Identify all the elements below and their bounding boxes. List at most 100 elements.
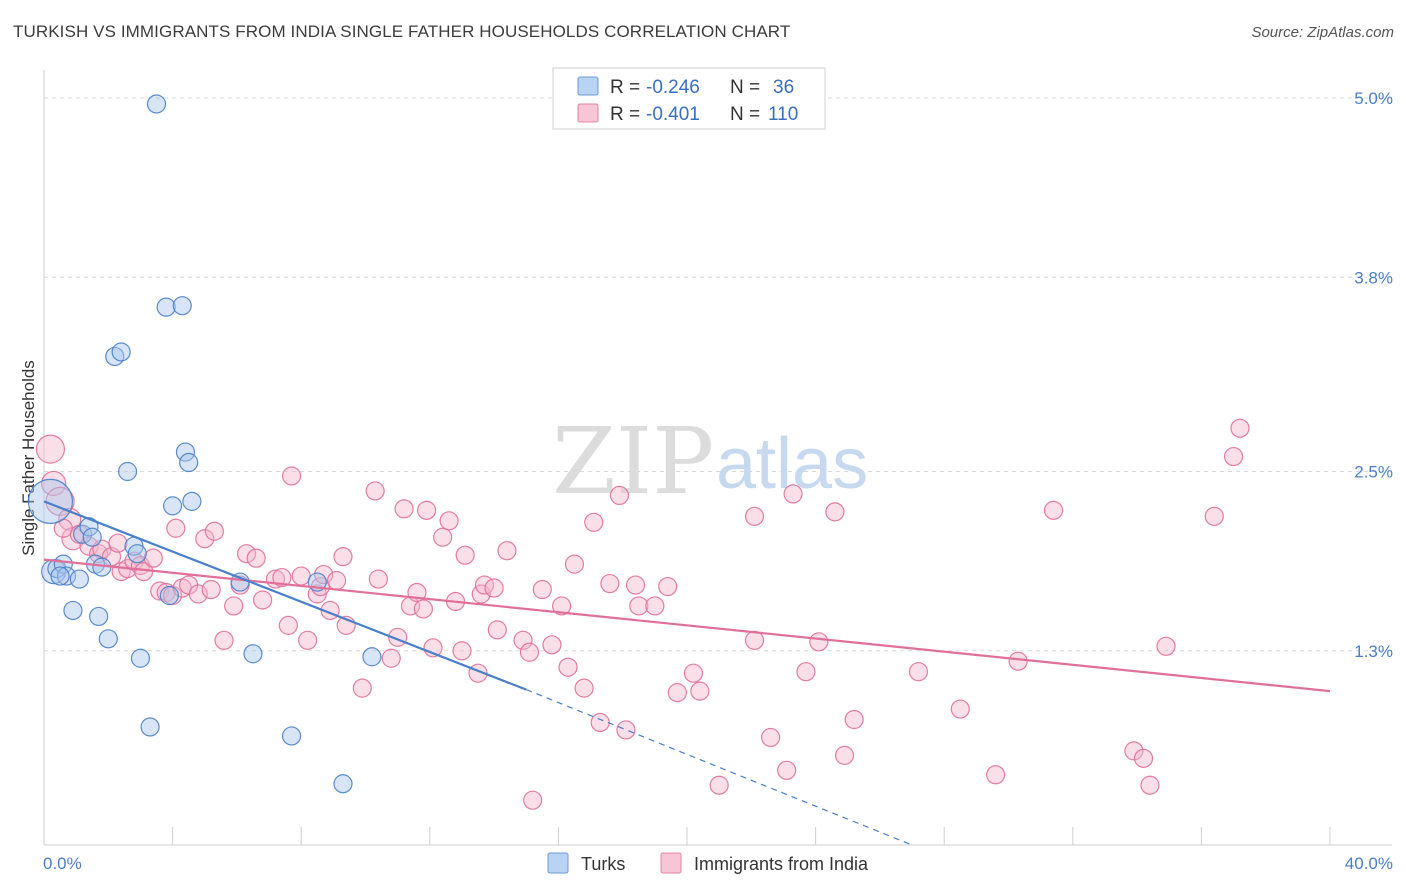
legend-n-value-turks: 36 bbox=[773, 77, 794, 98]
india-point-36 bbox=[281, 466, 302, 486]
india-point-75 bbox=[564, 554, 585, 574]
india-point-80 bbox=[609, 485, 630, 506]
india-point-30 bbox=[236, 544, 257, 564]
india-point-28 bbox=[224, 596, 244, 616]
y-axis-label: Single Father Households bbox=[19, 360, 38, 556]
legend-r-label-turks: R = bbox=[610, 77, 640, 98]
watermark-atlas: atlas bbox=[716, 424, 868, 504]
india-point-48 bbox=[368, 569, 388, 589]
series-legend: Turks Immigrants from India bbox=[547, 852, 869, 874]
watermark-zip: ZIP bbox=[552, 408, 714, 515]
legend-r-value-turks: -0.246 bbox=[646, 77, 700, 98]
turks-point-31 bbox=[281, 726, 302, 746]
india-point-24 bbox=[195, 529, 215, 549]
india-point-1 bbox=[41, 470, 67, 497]
india-point-110 bbox=[1230, 418, 1250, 438]
india-point-73 bbox=[552, 596, 572, 616]
india-point-20 bbox=[166, 518, 186, 538]
india-point-32 bbox=[253, 590, 273, 610]
india-point-10 bbox=[108, 533, 128, 553]
india-point-74 bbox=[558, 657, 578, 677]
india-point-103 bbox=[1043, 500, 1064, 520]
india-point-31 bbox=[246, 548, 266, 568]
grid-lines bbox=[44, 97, 1392, 652]
turks-point-21 bbox=[146, 94, 167, 114]
turks-point-24 bbox=[163, 496, 183, 516]
india-point-47 bbox=[365, 481, 385, 501]
india-point-108 bbox=[1204, 506, 1224, 526]
india-point-101 bbox=[986, 765, 1006, 785]
india-point-57 bbox=[433, 527, 453, 547]
turks-point-25 bbox=[172, 296, 192, 316]
india-point-58 bbox=[439, 511, 459, 531]
turks-point-26 bbox=[175, 442, 196, 462]
india-point-43 bbox=[326, 570, 347, 591]
turks-point-33 bbox=[333, 774, 353, 794]
turks-point-0 bbox=[27, 478, 74, 524]
india-point-109 bbox=[1223, 446, 1244, 467]
legend-swatch-india bbox=[577, 103, 599, 123]
india-point-17 bbox=[150, 581, 170, 601]
india-point-100 bbox=[950, 699, 970, 719]
india-point-98 bbox=[844, 709, 864, 730]
india-point-81 bbox=[616, 720, 636, 740]
india-point-78 bbox=[590, 712, 610, 733]
legend-n-value-india: 110 bbox=[768, 104, 798, 125]
turks-point-22 bbox=[156, 297, 176, 317]
india-point-83 bbox=[629, 596, 649, 616]
india-point-68 bbox=[513, 630, 533, 650]
y-tick-label-0: 1.3% bbox=[1354, 642, 1393, 661]
series-swatch-turks bbox=[547, 852, 569, 874]
india-trend-line bbox=[43, 558, 1331, 693]
turks-point-13 bbox=[98, 629, 118, 649]
india-point-79 bbox=[600, 573, 620, 594]
source-label: Source: ZipAtlas.com bbox=[1251, 24, 1394, 41]
trend-lines bbox=[43, 500, 1331, 846]
y-tick-label-3: 5.0% bbox=[1354, 89, 1393, 108]
india-point-60 bbox=[452, 641, 472, 661]
series-label-turks: Turks bbox=[581, 854, 625, 874]
india-point-27 bbox=[214, 630, 234, 650]
india-point-35 bbox=[278, 615, 298, 635]
india-point-82 bbox=[625, 575, 646, 595]
tick-labels: 1.3% 2.5% 3.8% 5.0% 0.0% 40.0% bbox=[43, 89, 1393, 873]
stats-legend: R = -0.246 N = 36 R = -0.401 N = 110 bbox=[552, 67, 826, 130]
india-point-26 bbox=[204, 521, 224, 541]
turks-point-9 bbox=[82, 527, 102, 547]
india-point-94 bbox=[796, 662, 816, 682]
india-point-95 bbox=[809, 632, 829, 652]
axes bbox=[43, 70, 1392, 846]
india-point-70 bbox=[523, 790, 543, 810]
series-swatch-india bbox=[660, 852, 682, 874]
india-point-66 bbox=[487, 620, 507, 640]
india-point-93 bbox=[777, 760, 797, 780]
series-label-india: Immigrants from India bbox=[694, 854, 869, 874]
india-point-38 bbox=[298, 630, 318, 650]
india-point-99 bbox=[908, 662, 929, 682]
india-point-96 bbox=[825, 502, 845, 522]
india-point-46 bbox=[352, 678, 372, 698]
y-tick-label-2: 3.8% bbox=[1354, 268, 1393, 287]
india-point-102 bbox=[1008, 651, 1028, 671]
india-point-92 bbox=[760, 727, 781, 748]
legend-n-label-turks: N = bbox=[730, 77, 760, 98]
india-point-86 bbox=[667, 683, 687, 703]
turks-point-5 bbox=[63, 600, 83, 621]
india-point-104 bbox=[1124, 741, 1144, 761]
india-point-88 bbox=[690, 681, 710, 701]
turks-trend-extension bbox=[526, 689, 913, 846]
india-point-69 bbox=[519, 642, 540, 662]
x-tick-label-min: 0.0% bbox=[43, 854, 82, 873]
turks-point-30 bbox=[243, 644, 263, 664]
legend-r-value-india: -0.401 bbox=[646, 104, 700, 125]
india-point-71 bbox=[532, 579, 552, 600]
india-point-54 bbox=[413, 599, 433, 619]
legend-swatch-turks bbox=[577, 76, 599, 96]
turks-point-6 bbox=[69, 569, 89, 589]
india-point-85 bbox=[658, 576, 678, 597]
india-point-106 bbox=[1140, 775, 1160, 795]
watermark: ZIP atlas bbox=[552, 408, 868, 515]
india-point-105 bbox=[1133, 748, 1154, 768]
india-point-0 bbox=[35, 434, 66, 464]
